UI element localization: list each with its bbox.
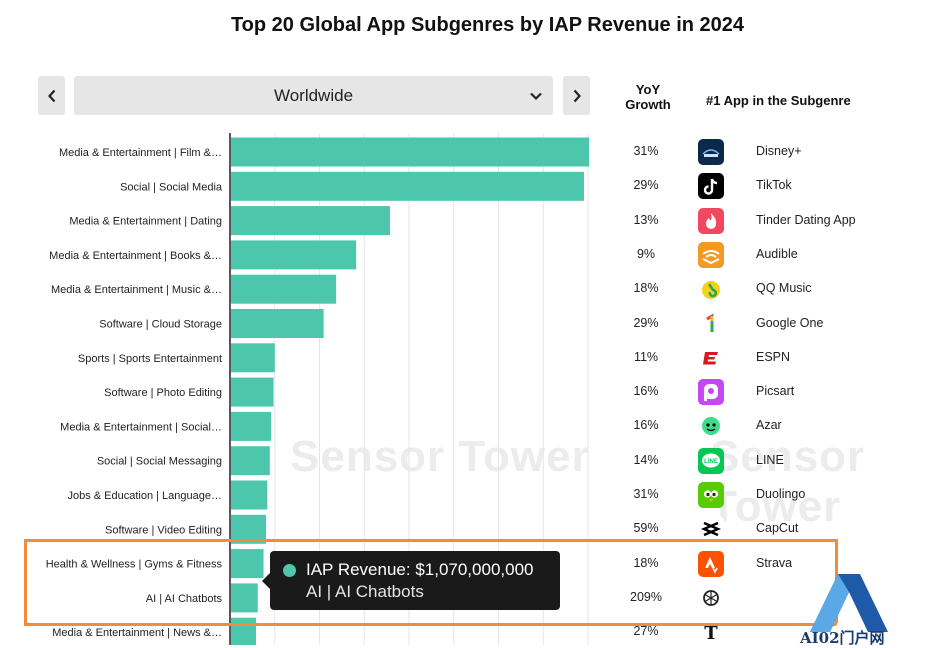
top-app-header: #1 App in the Subgenre [706, 93, 851, 108]
category-label: Sports | Sports Entertainment [78, 353, 222, 365]
app-name: TikTok [756, 178, 792, 193]
bar [231, 549, 264, 579]
category-label: Software | Cloud Storage [99, 319, 222, 331]
bar [231, 240, 357, 270]
yoy-value: 11% [633, 349, 659, 364]
ai02-logo [810, 574, 888, 632]
bar [231, 274, 337, 304]
yoy-header: YoY Growth [613, 82, 683, 112]
chart-title: Top 20 Global App Subgenres by IAP Reven… [230, 14, 745, 36]
svg-text:LINE: LINE [704, 459, 718, 465]
disney-plus-icon [698, 139, 724, 165]
app-name: Strava [756, 555, 793, 570]
capcut-icon [698, 516, 724, 543]
tooltip: IAP Revenue: $1,070,000,000 AI | AI Chat… [262, 551, 560, 610]
duolingo-icon [698, 482, 724, 508]
bar [231, 411, 272, 441]
yoy-value: 16% [633, 384, 659, 399]
yoy-value: 18% [633, 555, 659, 570]
bar [231, 446, 270, 476]
category-label: Media & Entertainment | Dating [69, 216, 222, 228]
category-label: Jobs & Education | Language… [67, 490, 222, 502]
yoy-value: 18% [633, 281, 659, 296]
yoy-value: 13% [633, 212, 659, 227]
yoy-value: 209% [630, 589, 662, 604]
app-name: LINE [756, 452, 784, 467]
app-name: Duolingo [756, 487, 806, 501]
yoy-value: 29% [633, 178, 659, 193]
chevron-right-icon [573, 89, 581, 102]
yoy-header-line1: YoY [635, 82, 661, 97]
yoy-value: 31% [633, 487, 659, 501]
category-label: Social | Social Messaging [97, 456, 222, 468]
bar [231, 343, 275, 373]
app-name: Audible [756, 246, 798, 261]
app-name: Google One [756, 315, 824, 330]
tooltip-label: AI | AI Chatbots [306, 582, 424, 601]
tiktok-icon [698, 173, 724, 200]
bar [231, 617, 257, 645]
next-button[interactable] [563, 76, 590, 115]
yoy-header-line2: Growth [625, 97, 671, 112]
series-dot [283, 564, 296, 577]
bar [231, 514, 267, 544]
google-one-icon [698, 310, 724, 337]
category-label: Media & Entertainment | Music &… [51, 284, 222, 296]
tinder-icon [698, 207, 724, 234]
chevron-down-icon [530, 92, 542, 101]
app-name: ESPN [756, 349, 791, 364]
app-name: Tinder Dating App [756, 212, 856, 227]
line-icon: LINE [698, 447, 724, 474]
bar [231, 583, 258, 613]
app-name: CapCut [756, 521, 799, 536]
strava-icon [698, 550, 724, 577]
app-name: QQ Music [756, 281, 812, 296]
logo-text: AI02门户网 [800, 629, 885, 647]
bar [231, 480, 268, 510]
svg-text:T: T [704, 623, 718, 644]
yoy-value: 59% [633, 521, 659, 536]
chevron-left-icon [47, 89, 55, 102]
bar [231, 137, 589, 167]
watermark: Sensor Tower [710, 432, 866, 531]
yoy-value: 31% [633, 144, 659, 158]
picsart-icon [698, 379, 724, 406]
bar [231, 206, 390, 236]
bar-chart: Media & Entertainment | Film &… Social | … [46, 133, 589, 645]
category-label: Media & Entertainment | News &… [52, 627, 222, 639]
openai-icon [698, 584, 724, 611]
category-label: Health & Wellness | Gyms & Fitness [46, 559, 223, 571]
espn-icon [698, 344, 724, 371]
category-label: Media & Entertainment | Books &… [49, 250, 222, 262]
category-label: Software | Photo Editing [104, 387, 222, 399]
bar [231, 171, 584, 201]
yoy-value: 29% [633, 315, 659, 330]
tooltip-revenue: IAP Revenue: $1,070,000,000 [306, 560, 534, 579]
bar [231, 377, 274, 407]
yoy-value: 16% [633, 418, 659, 433]
category-label: Media & Entertainment | Film &… [59, 147, 222, 159]
bar [231, 309, 324, 338]
app-name: Disney+ [756, 144, 802, 158]
yoy-value: 9% [636, 246, 656, 261]
app-name: Azar [756, 418, 782, 433]
category-label: Media & Entertainment | Social… [60, 421, 222, 433]
category-label: AI | AI Chatbots [146, 593, 223, 605]
region-dropdown[interactable]: Worldwide [74, 76, 553, 115]
category-label: Social | Social Media [120, 181, 223, 193]
watermark: Sensor Tower [290, 432, 590, 481]
qq-music-icon [698, 276, 724, 303]
previous-button[interactable] [38, 76, 65, 115]
yoy-value: 27% [633, 624, 659, 639]
azar-icon [698, 413, 724, 440]
audible-icon [698, 241, 724, 268]
yoy-value: 14% [633, 452, 659, 467]
app-name: Picsart [756, 384, 795, 399]
category-label: Software | Video Editing [105, 524, 222, 536]
region-value: Worldwide [273, 86, 354, 105]
